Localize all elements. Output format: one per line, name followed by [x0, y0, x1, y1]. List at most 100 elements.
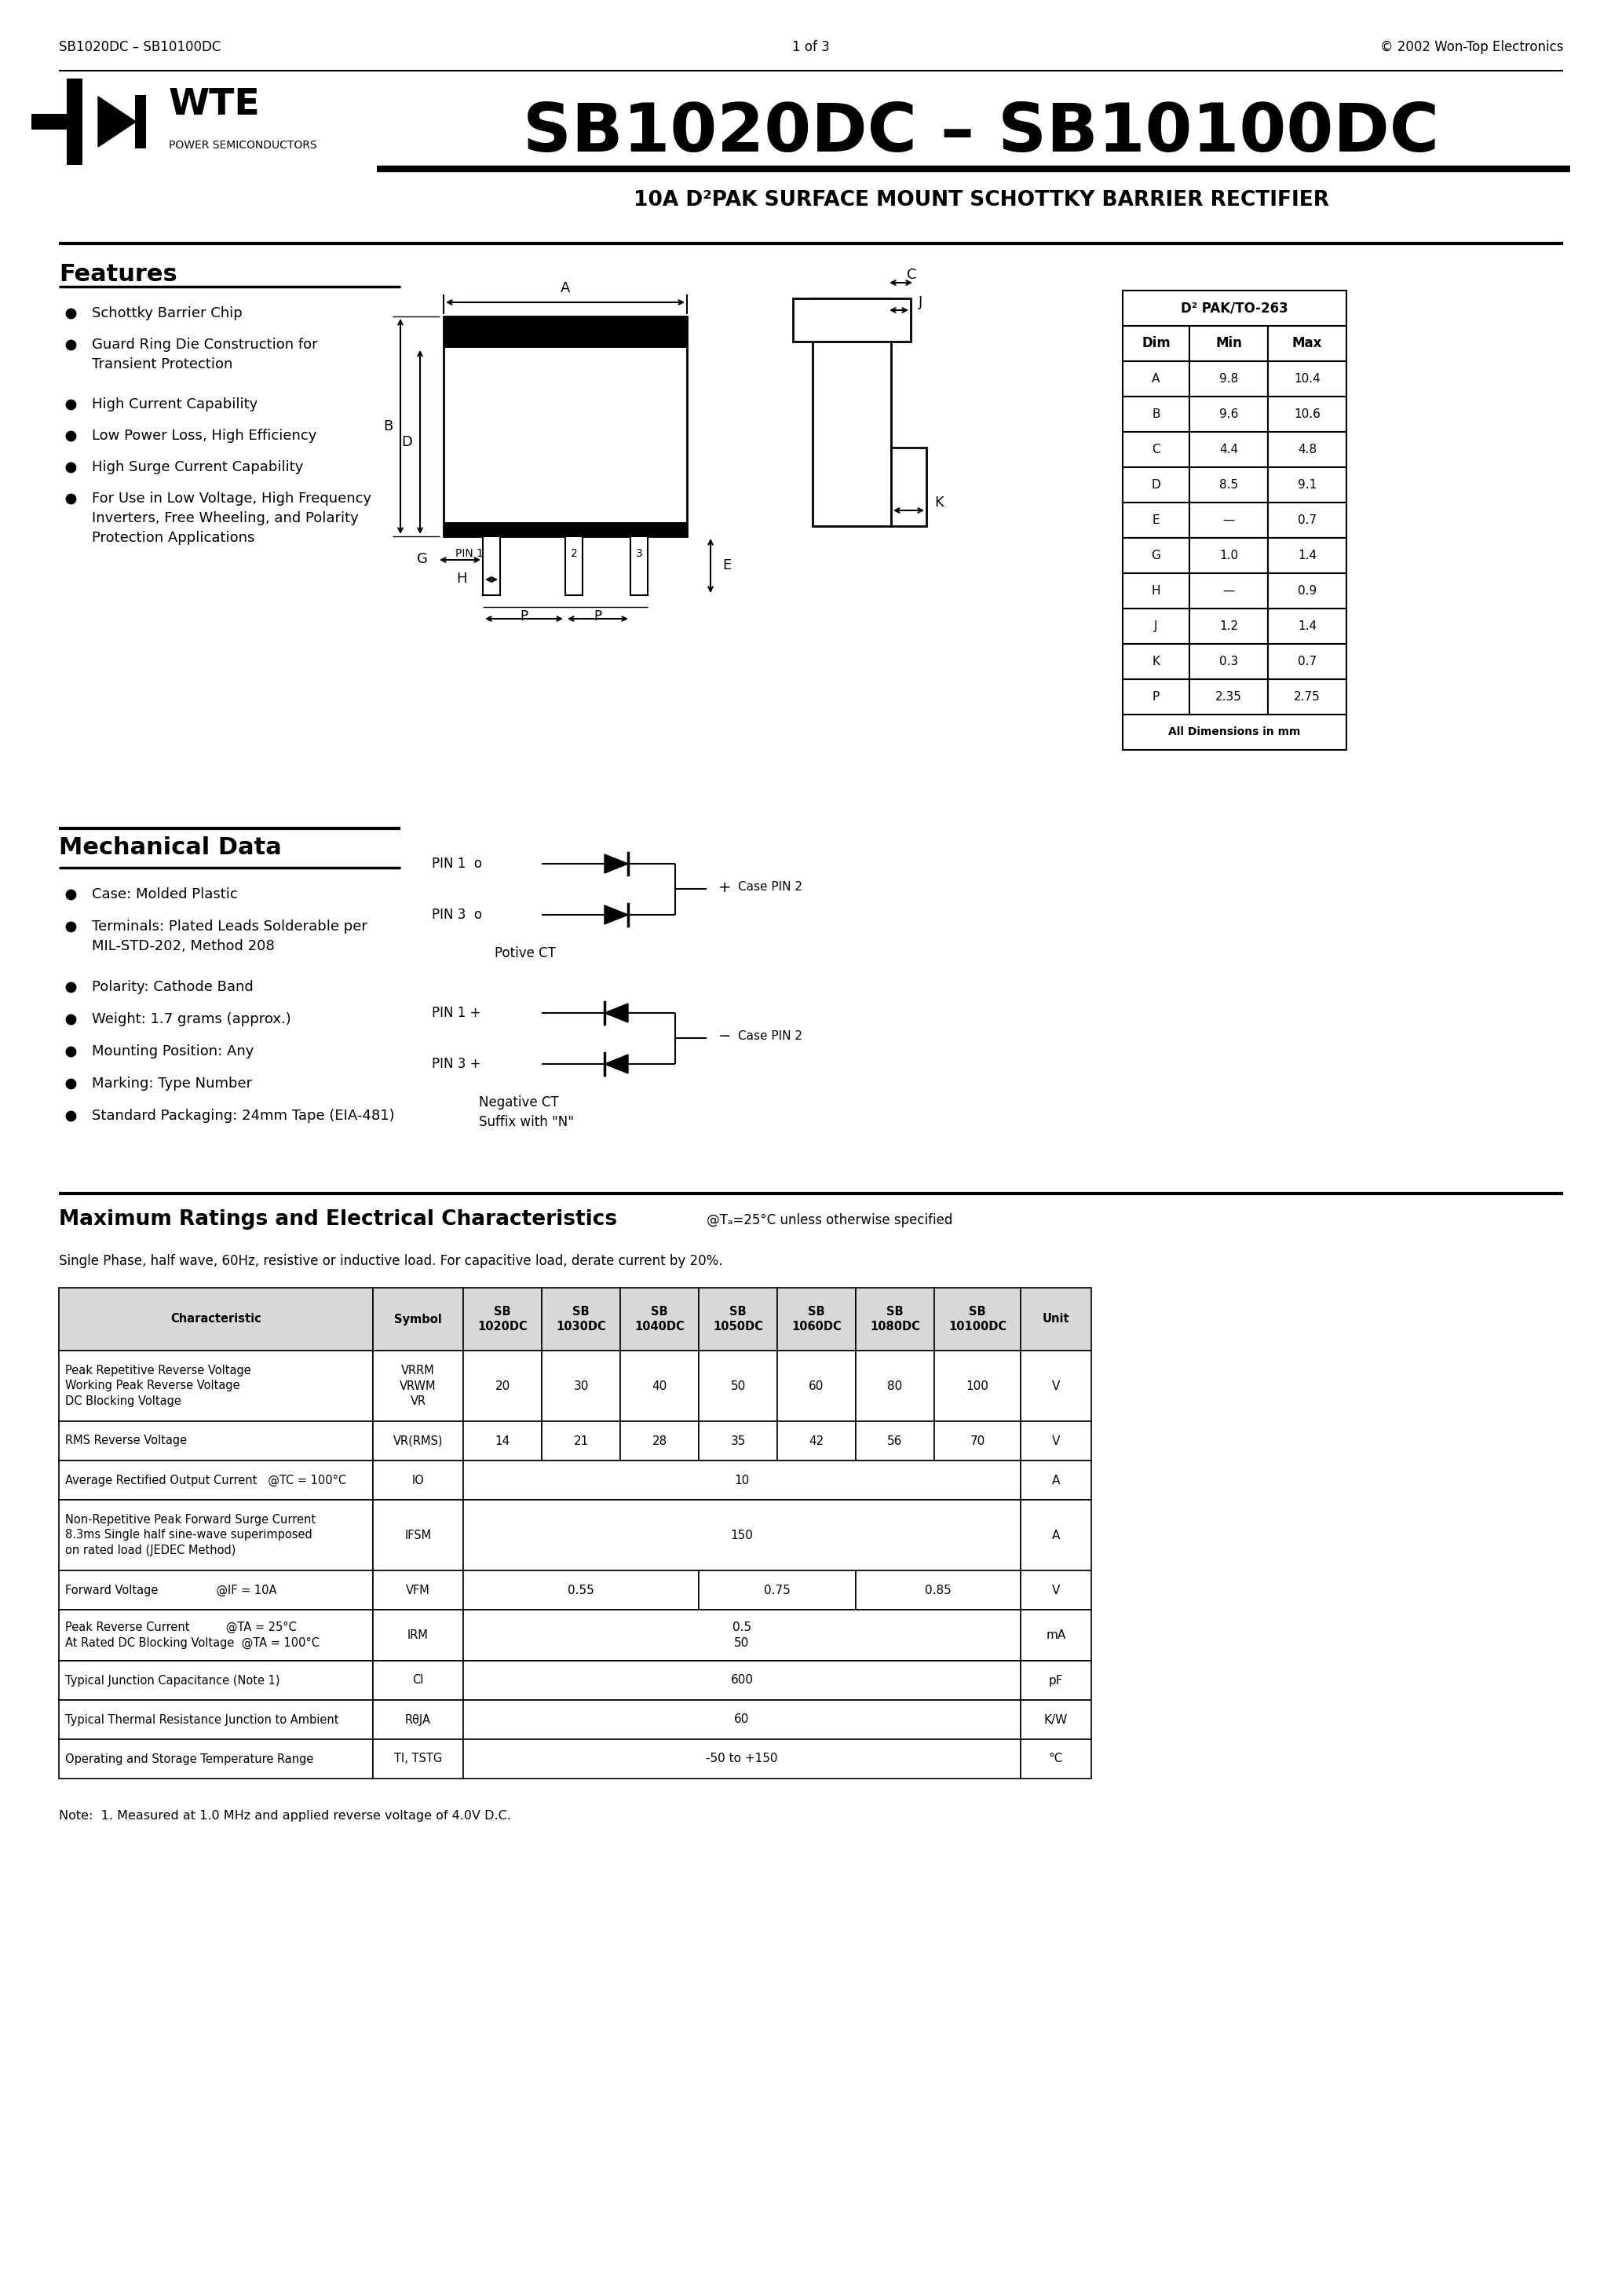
Text: 42: 42 [809, 1435, 824, 1446]
Text: Typical Junction Capacitance (Note 1): Typical Junction Capacitance (Note 1) [65, 1674, 281, 1685]
Bar [1268, 574, 1346, 608]
Text: pF: pF [1049, 1674, 1062, 1685]
Bar [464, 1740, 1020, 1779]
Bar [58, 1609, 373, 1660]
Bar [620, 1421, 699, 1460]
Bar [1268, 326, 1346, 360]
Bar [1268, 466, 1346, 503]
Bar [1189, 326, 1268, 360]
Text: A: A [1053, 1474, 1061, 1486]
Bar [1122, 537, 1189, 574]
Text: @Tₐ=25°C unless otherwise specified: @Tₐ=25°C unless otherwise specified [707, 1212, 952, 1228]
Text: 20: 20 [495, 1380, 509, 1391]
Bar [777, 1288, 856, 1350]
Text: A: A [1053, 1529, 1061, 1541]
Bar [542, 1421, 620, 1460]
Bar [1268, 503, 1346, 537]
Text: SB
1060DC: SB 1060DC [792, 1306, 842, 1334]
Text: A: A [1152, 372, 1160, 386]
Text: PIN 3 +: PIN 3 + [431, 1056, 480, 1070]
Text: 3: 3 [636, 549, 642, 560]
Text: V: V [1053, 1435, 1061, 1446]
Bar [856, 1288, 934, 1350]
Bar [620, 1288, 699, 1350]
Text: CI: CI [412, 1674, 423, 1685]
Text: 56: 56 [887, 1435, 902, 1446]
Text: Suffix with "N": Suffix with "N" [478, 1116, 574, 1130]
Bar [58, 1570, 373, 1609]
Text: G: G [1152, 549, 1161, 563]
Bar [699, 1570, 856, 1609]
Text: 60: 60 [735, 1713, 749, 1727]
Bar [1122, 397, 1189, 432]
Bar [1189, 360, 1268, 397]
Polygon shape [99, 96, 136, 147]
Bar [1122, 326, 1189, 360]
Text: K/W: K/W [1045, 1713, 1067, 1727]
Polygon shape [605, 854, 628, 872]
Bar [1122, 466, 1189, 503]
Bar [699, 1421, 777, 1460]
Bar [483, 537, 500, 595]
Text: 4.8: 4.8 [1298, 443, 1317, 455]
Text: −: − [719, 1029, 732, 1045]
Text: -50 to +150: -50 to +150 [706, 1754, 779, 1766]
Bar [856, 1570, 1020, 1609]
Text: 9.8: 9.8 [1220, 372, 1238, 386]
Text: C: C [907, 269, 916, 282]
Text: Low Power Loss, High Efficiency: Low Power Loss, High Efficiency [92, 429, 316, 443]
Bar [58, 1499, 373, 1570]
Text: All Dimensions in mm: All Dimensions in mm [1168, 728, 1301, 737]
Text: 150: 150 [730, 1529, 753, 1541]
Text: C: C [1152, 443, 1160, 455]
Text: °C: °C [1049, 1754, 1062, 1766]
Bar [1189, 680, 1268, 714]
Text: Unit: Unit [1043, 1313, 1069, 1325]
Bar [443, 521, 688, 537]
Bar [58, 1660, 373, 1699]
Text: Single Phase, half wave, 60Hz, resistive or inductive load. For capacitive load,: Single Phase, half wave, 60Hz, resistive… [58, 1254, 723, 1267]
Bar [373, 1288, 464, 1350]
Text: D: D [401, 434, 412, 450]
Bar [856, 1421, 934, 1460]
Bar [1020, 1421, 1092, 1460]
Text: 1 of 3: 1 of 3 [792, 39, 830, 55]
Text: Negative CT: Negative CT [478, 1095, 558, 1109]
Text: VRRM
VRWM
VR: VRRM VRWM VR [399, 1364, 436, 1407]
Text: High Current Capability: High Current Capability [92, 397, 258, 411]
Text: 0.9: 0.9 [1298, 585, 1317, 597]
Text: E: E [1152, 514, 1160, 526]
Text: 0.85: 0.85 [925, 1584, 952, 1596]
Text: VR(RMS): VR(RMS) [393, 1435, 443, 1446]
Bar [1122, 360, 1189, 397]
Text: Mounting Position: Any: Mounting Position: Any [92, 1045, 255, 1058]
Text: Case: Molded Plastic: Case: Molded Plastic [92, 886, 238, 902]
Bar [1268, 680, 1346, 714]
Bar [1122, 714, 1346, 751]
Text: P: P [594, 608, 602, 625]
Text: PIN 1  o: PIN 1 o [431, 856, 482, 870]
Text: IFSM: IFSM [404, 1529, 431, 1541]
Text: Characteristic: Characteristic [170, 1313, 261, 1325]
Text: A: A [561, 280, 569, 296]
Bar [1189, 432, 1268, 466]
Bar [373, 1660, 464, 1699]
Text: 14: 14 [495, 1435, 509, 1446]
Text: 600: 600 [730, 1674, 753, 1685]
Bar [564, 537, 582, 595]
Text: Forward Voltage                @IF = 10A: Forward Voltage @IF = 10A [65, 1584, 277, 1596]
Bar [1268, 360, 1346, 397]
Text: SB
1050DC: SB 1050DC [714, 1306, 762, 1334]
Text: Marking: Type Number: Marking: Type Number [92, 1077, 251, 1091]
Bar [373, 1609, 464, 1660]
Text: POWER SEMICONDUCTORS: POWER SEMICONDUCTORS [169, 140, 316, 152]
Bar [1122, 574, 1189, 608]
Text: Operating and Storage Temperature Range: Operating and Storage Temperature Range [65, 1754, 313, 1766]
Text: Case PIN 2: Case PIN 2 [738, 882, 803, 893]
Text: 1.2: 1.2 [1220, 620, 1238, 631]
Text: Non-Repetitive Peak Forward Surge Current
8.3ms Single half sine-wave superimpos: Non-Repetitive Peak Forward Surge Curren… [65, 1513, 316, 1557]
Text: PIN 1 +: PIN 1 + [431, 1006, 480, 1019]
Bar [443, 317, 688, 537]
Polygon shape [605, 1054, 628, 1075]
Bar [934, 1350, 1020, 1421]
